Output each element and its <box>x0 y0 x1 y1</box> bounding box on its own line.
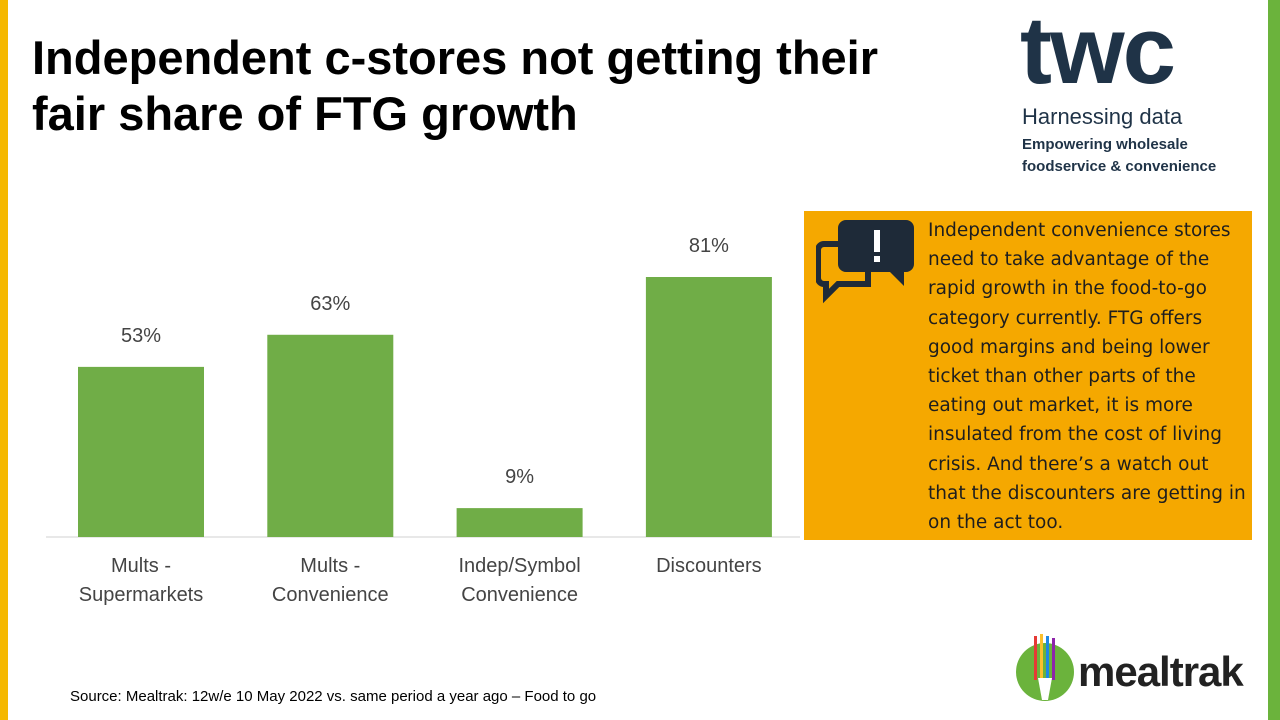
value-label: 53% <box>120 324 162 347</box>
title: Independent c-stores not getting their f… <box>32 31 879 140</box>
x-tick-label: Discounters <box>656 555 762 577</box>
value-label: 63% <box>310 292 351 315</box>
bar <box>267 334 394 537</box>
bar <box>78 366 204 537</box>
callout-icon <box>816 220 914 304</box>
bar <box>645 277 772 537</box>
logo-tagline: Harnessing data <box>1022 104 1183 129</box>
right-stripe <box>1268 0 1280 720</box>
bar <box>456 508 583 537</box>
x-tick-label: Indep/Symbol Convenience <box>458 555 581 606</box>
logo-text: twc <box>1020 0 1176 104</box>
left-stripe <box>0 0 8 720</box>
callout-text: Independent convenience stores need to t… <box>928 220 1246 534</box>
mealtrak-icon <box>1016 634 1074 701</box>
value-label: 81% <box>688 235 729 257</box>
chart <box>46 277 800 538</box>
mealtrak-logo: mealtrak <box>1078 648 1244 695</box>
logo-subline: Empowering wholesale foodservice & conve… <box>1022 136 1217 175</box>
x-tick-label: Mults - Convenience <box>271 555 389 606</box>
x-tick-label: Mults - Supermarkets <box>78 555 204 606</box>
value-label: 9% <box>505 466 535 489</box>
source: Source: Mealtrak: 12w/e 10 May 2022 vs. … <box>70 688 597 705</box>
